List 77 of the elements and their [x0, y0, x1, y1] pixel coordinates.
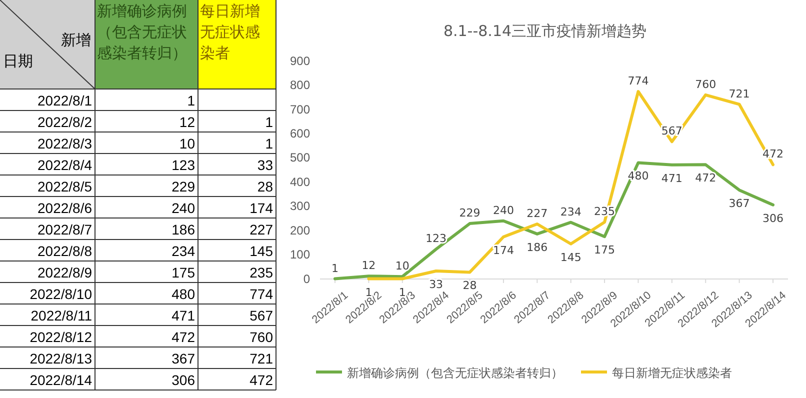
data-label: 12	[179, 114, 196, 130]
legend-label: 新增确诊病例（包含无症状感染者转归）	[347, 366, 563, 380]
data-label: 367	[728, 197, 750, 210]
category-label: 2022/8/14	[30, 372, 92, 388]
data-label: 33	[257, 157, 274, 173]
data-label: 721	[250, 350, 274, 366]
y-tick-label: 800	[290, 78, 310, 92]
data-label: 28	[462, 279, 477, 292]
category-label: 2022/8/6	[38, 200, 92, 216]
data-label: 235	[250, 264, 274, 280]
data-label: 472	[250, 372, 274, 388]
data-label: 12	[362, 259, 376, 272]
y-tick-label: 300	[290, 199, 310, 214]
data-label: 186	[526, 240, 548, 254]
data-label: 175	[172, 264, 196, 280]
category-label: 2022/8/7	[38, 222, 92, 238]
data-label: 28	[257, 178, 274, 194]
data-label: 306	[762, 212, 784, 225]
data-label: 175	[594, 244, 616, 257]
data-label: 227	[526, 207, 548, 220]
y-tick-label: 200	[290, 223, 310, 238]
category-label: 2022/8/13	[30, 350, 92, 366]
data-label: 240	[172, 200, 196, 216]
data-label: 229	[459, 206, 480, 220]
data-label: 472	[172, 329, 196, 345]
data-label: 10	[179, 136, 196, 152]
y-tick-label: 600	[290, 126, 310, 141]
data-label: 145	[250, 243, 274, 259]
data-label: 774	[250, 286, 274, 302]
data-label: 567	[250, 308, 274, 324]
data-label: 760	[250, 329, 274, 345]
category-label: 2022/8/2	[38, 114, 92, 130]
data-label: 471	[172, 308, 196, 324]
text: 日期	[3, 53, 33, 70]
text: 新增确诊病例（包含无症状感染者转归）	[97, 2, 188, 64]
y-tick-label: 100	[290, 248, 310, 262]
data-label: 174	[492, 244, 514, 257]
data-label: 774	[628, 74, 649, 88]
data-label: 721	[728, 87, 750, 100]
y-tick-label: 700	[290, 102, 310, 116]
text: 新增	[61, 32, 91, 49]
data-label: 123	[426, 232, 447, 246]
data-label: 472	[695, 172, 716, 185]
category-label: 2022/8/9	[38, 264, 92, 280]
data-label: 1	[187, 92, 196, 108]
data-label: 471	[661, 172, 682, 185]
data-label: 186	[172, 222, 196, 238]
data-label: 760	[695, 78, 716, 91]
data-label: 240	[492, 204, 514, 217]
data-label: 33	[429, 278, 444, 292]
y-tick-label: 0	[303, 272, 310, 286]
legend-label: 每日新增无症状感染者	[612, 366, 732, 380]
data-label: 1	[265, 114, 274, 130]
y-tick-label: 900	[290, 54, 310, 68]
text: 每日新增无症状感染者	[200, 2, 261, 64]
data-label: 227	[250, 222, 274, 238]
category-label: 2022/8/5	[38, 178, 92, 194]
category-label: 2022/8/1	[38, 92, 92, 108]
category-label: 2022/8/3	[38, 136, 92, 152]
category-label: 2022/8/12	[30, 329, 92, 345]
data-label: 123	[172, 157, 196, 173]
y-tick-label: 500	[290, 150, 310, 165]
data-label: 1	[265, 136, 274, 152]
y-tick-label: 400	[290, 174, 310, 189]
data-label: 480	[172, 286, 196, 302]
data-label: 234	[172, 243, 196, 259]
data-label: 145	[560, 250, 582, 264]
data-label: 10	[395, 260, 410, 273]
data-label: 1	[332, 262, 338, 275]
category-label: 2022/8/4	[38, 157, 92, 173]
data-label: 174	[250, 200, 274, 216]
category-label: 2022/8/8	[38, 243, 92, 259]
data-label: 367	[172, 350, 196, 366]
data-label: 229	[172, 178, 196, 194]
data-label: 234	[560, 205, 582, 218]
chart-title: 8.1--8.14三亚市疫情新增趋势	[443, 22, 647, 40]
data-label: 306	[172, 372, 196, 388]
